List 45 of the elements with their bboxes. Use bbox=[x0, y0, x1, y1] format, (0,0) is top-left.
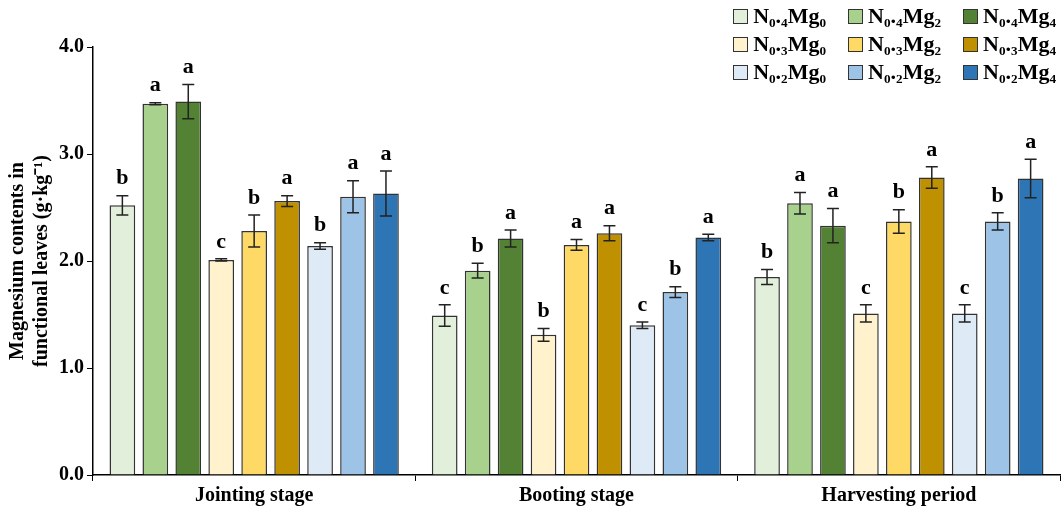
data-label: b bbox=[669, 255, 682, 281]
y-axis-title: Magnesium contents in functional leaves (g·kg⁻¹) bbox=[5, 155, 53, 367]
data-label: c bbox=[216, 227, 227, 253]
y-tick-label: 2.0 bbox=[59, 248, 84, 271]
data-label: a bbox=[347, 149, 359, 175]
legend-label: N₀.₃Mg₄ bbox=[983, 30, 1056, 58]
legend-label: N₀.₃Mg₀ bbox=[753, 30, 827, 58]
y-tick-label: 1.0 bbox=[59, 355, 84, 378]
data-label: c bbox=[439, 273, 450, 299]
data-label: b bbox=[760, 238, 774, 264]
y-tick-label: 0.0 bbox=[59, 462, 84, 485]
data-label: b bbox=[471, 231, 484, 257]
data-label: a bbox=[794, 161, 806, 187]
x-tick-label: Booting stage bbox=[519, 483, 635, 507]
data-label: a bbox=[281, 164, 293, 190]
legend-label: N₀.₄Mg₀ bbox=[753, 2, 827, 30]
data-label: a bbox=[603, 194, 615, 220]
data-label: a bbox=[702, 202, 714, 228]
data-label: a bbox=[571, 208, 582, 234]
x-tick-label: Harvesting period bbox=[821, 483, 977, 507]
data-label: b bbox=[116, 164, 129, 190]
data-label: c bbox=[637, 290, 648, 316]
legend-label: N₀.₃Mg₂ bbox=[868, 30, 942, 58]
data-label: a bbox=[149, 71, 161, 97]
legend-label: N₀.₄Mg₂ bbox=[868, 2, 942, 30]
data-label: b bbox=[991, 181, 1004, 207]
data-label: a bbox=[380, 139, 392, 165]
data-label: a bbox=[505, 198, 517, 224]
legend-label: N₀.₂Mg₄ bbox=[983, 58, 1056, 86]
data-label: b bbox=[248, 183, 261, 209]
legend-label: N₀.₂Mg₂ bbox=[868, 58, 942, 86]
data-label: a bbox=[182, 53, 194, 79]
data-label: c bbox=[959, 273, 970, 299]
data-label: b bbox=[892, 178, 905, 204]
data-label: b bbox=[537, 297, 550, 323]
y-tick-label: 3.0 bbox=[59, 141, 84, 164]
legend-label: N₀.₂Mg₀ bbox=[753, 58, 827, 86]
data-label: a bbox=[1025, 128, 1037, 154]
data-label: b bbox=[313, 211, 327, 237]
y-tick-label: 4.0 bbox=[59, 34, 84, 57]
x-tick-label: Jointing stage bbox=[194, 483, 314, 507]
legend-label: N₀.₄Mg₄ bbox=[983, 2, 1056, 30]
data-label: a bbox=[827, 177, 839, 203]
data-label: c bbox=[861, 273, 871, 299]
data-label: a bbox=[926, 135, 938, 161]
